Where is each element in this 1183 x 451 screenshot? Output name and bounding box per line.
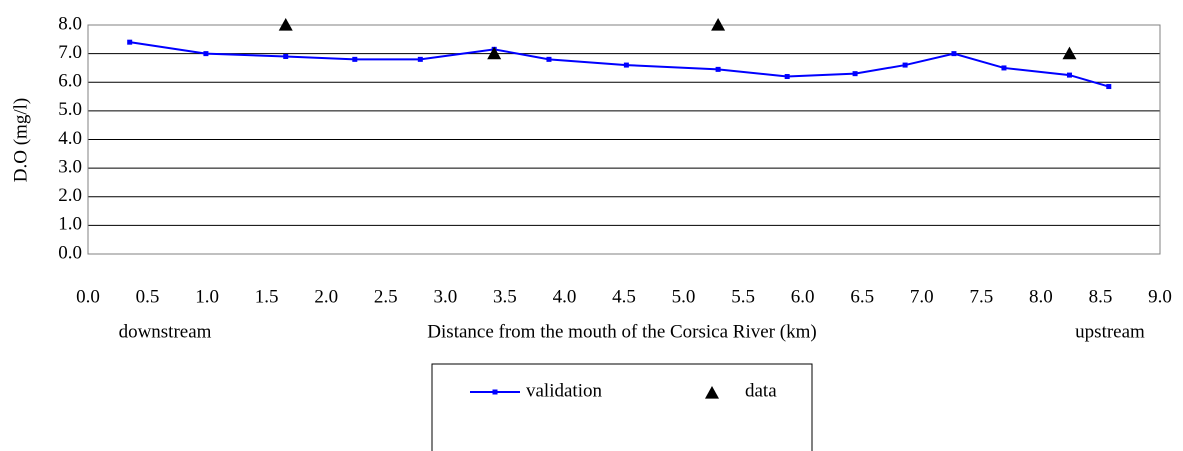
point — [127, 39, 133, 45]
y-tick-label: 1.0 — [58, 214, 82, 235]
point — [352, 56, 358, 62]
x-tick-label: 3.0 — [433, 286, 457, 307]
x-tick-label: 8.5 — [1089, 286, 1113, 307]
y-tick-label: 2.0 — [58, 185, 82, 206]
triangle — [278, 18, 293, 31]
x-tick-label: 6.5 — [850, 286, 874, 307]
point — [283, 53, 289, 59]
legend-marker — [492, 389, 498, 395]
y-tick-label: 5.0 — [58, 99, 82, 120]
y-tick-label: 8.0 — [58, 13, 82, 34]
x-tick-label: 3.5 — [493, 286, 517, 307]
point — [623, 62, 629, 68]
x-axis-label: Distance from the mouth of the Corsica R… — [427, 321, 816, 342]
point — [951, 51, 957, 57]
x-tick-label: 0.0 — [76, 286, 100, 307]
line — [129, 41, 1110, 88]
legend-label: data — [745, 380, 777, 401]
x-tick-label: 7.5 — [969, 286, 993, 307]
x-tick-label: 5.0 — [672, 286, 696, 307]
y-tick-label: 0.0 — [58, 242, 82, 263]
x-tick-label: 2.0 — [314, 286, 338, 307]
plot-border — [87, 24, 1161, 255]
point — [902, 62, 908, 68]
annotation: upstream — [1075, 321, 1145, 342]
point — [784, 74, 790, 80]
y-axis-label: D.O (mg/l) — [10, 98, 31, 182]
point — [203, 51, 209, 57]
x-tick-label: 5.5 — [731, 286, 755, 307]
triangle — [1062, 46, 1077, 60]
x-tick-label: 7.0 — [910, 286, 934, 307]
y-tick-label: 4.0 — [58, 128, 82, 149]
point — [1001, 65, 1007, 71]
x-tick-label: 0.5 — [136, 286, 160, 307]
x-tick-label: 2.5 — [374, 286, 398, 307]
x-tick-label: 1.5 — [255, 286, 279, 307]
point — [1066, 72, 1072, 78]
point — [546, 56, 552, 62]
point — [852, 71, 858, 77]
x-tick-label: 1.0 — [195, 286, 219, 307]
legend-label: validation — [526, 380, 602, 401]
x-tick-label: 6.0 — [791, 286, 815, 307]
annotation: downstream — [119, 321, 212, 342]
x-tick-label: 4.5 — [612, 286, 636, 307]
legend-box — [431, 363, 813, 451]
x-tick-label: 9.0 — [1148, 286, 1172, 307]
x-tick-label: 4.0 — [553, 286, 577, 307]
y-tick-label: 6.0 — [58, 71, 82, 92]
triangle — [487, 46, 502, 60]
triangle — [711, 18, 726, 31]
y-tick-label: 3.0 — [58, 156, 82, 177]
point — [417, 56, 423, 62]
y-tick-label: 7.0 — [58, 42, 82, 63]
point — [715, 66, 721, 72]
point — [1106, 84, 1112, 90]
legend-marker — [705, 386, 719, 399]
x-tick-label: 8.0 — [1029, 286, 1053, 307]
